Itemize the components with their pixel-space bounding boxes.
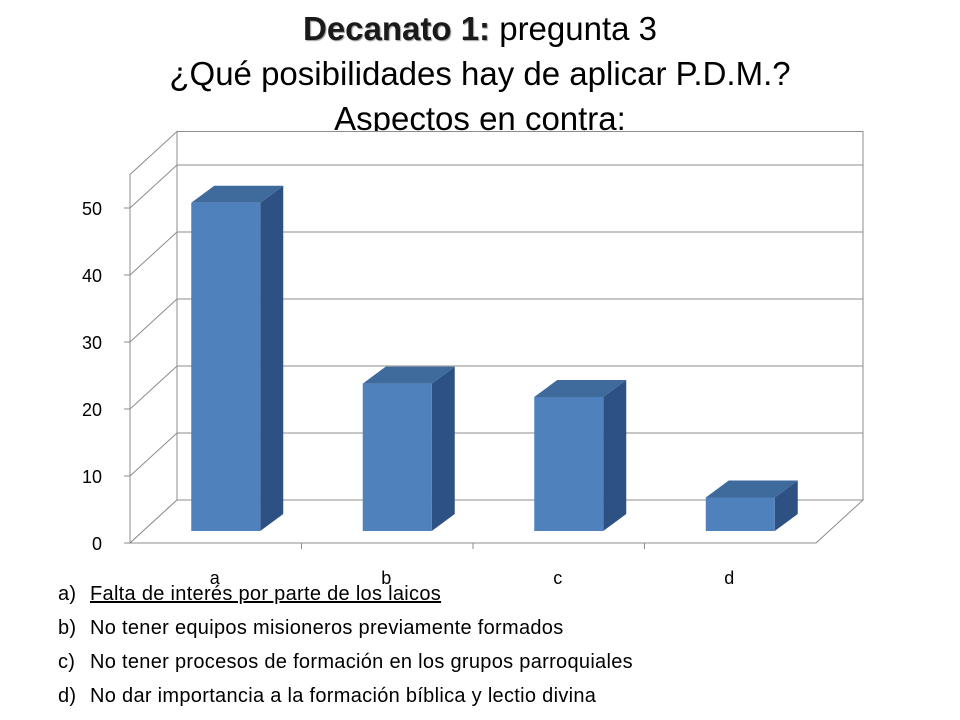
legend-text: No dar importancia a la formación bíblic… <box>90 685 597 707</box>
legend-item: c) No tener procesos de formación en los … <box>58 645 633 679</box>
x-tick-label: c <box>553 568 562 588</box>
legend-item: d) No dar importancia a la formación bíbl… <box>58 679 633 713</box>
y-tick-label: 30 <box>82 333 102 353</box>
gridline <box>129 432 863 477</box>
bar-side <box>431 366 455 531</box>
bar-top <box>191 185 284 203</box>
title-line-2: ¿Qué posibilidades hay de aplicar P.D.M.… <box>169 55 791 92</box>
chart-title: Decanato 1: pregunta 3 ¿Qué posibilidade… <box>0 6 960 141</box>
legend-key: d) <box>58 685 77 707</box>
legend-key: c) <box>58 651 76 673</box>
y-tick-label: 20 <box>82 400 102 420</box>
title-line-3: Aspectos en contra: <box>334 100 626 137</box>
title-rest: pregunta 3 <box>490 10 658 47</box>
bar-side <box>260 185 284 531</box>
y-tick-label: 50 <box>82 199 102 219</box>
x-tick-label: d <box>724 568 734 588</box>
gridline <box>129 365 863 410</box>
legend-text: Falta de interés por parte de los laicos <box>90 583 442 605</box>
legend-item: a) Falta de interés por parte de los laic… <box>58 577 633 611</box>
bar-side <box>774 480 798 531</box>
bar <box>191 202 261 531</box>
x-tick-label: b <box>381 568 391 588</box>
bar <box>362 383 432 531</box>
side-wall <box>129 130 178 545</box>
bar <box>705 497 775 531</box>
bar-top <box>362 366 455 384</box>
title-bold: Decanato 1: <box>302 10 491 47</box>
bar <box>534 397 604 531</box>
y-tick-label: 10 <box>82 467 102 487</box>
y-tick-label: 40 <box>82 266 102 286</box>
x-tick-label: a <box>210 568 221 588</box>
back-wall <box>176 131 864 501</box>
legend-item: b) No tener equipos misioneros previament… <box>58 611 633 645</box>
title-line-1: Decanato 1: pregunta 3 <box>0 6 960 51</box>
gridline <box>129 298 863 343</box>
legend-key: a) <box>58 583 77 605</box>
y-tick-label: 0 <box>92 534 102 554</box>
legend-key: b) <box>58 617 77 639</box>
bar-top <box>534 380 627 397</box>
legend-text: No tener equipos misioneros previamente … <box>90 617 564 639</box>
gridline <box>129 164 863 209</box>
legend-text: No tener procesos de formación en los gr… <box>90 651 633 673</box>
gridline <box>129 231 863 276</box>
bar-side <box>603 380 627 531</box>
legend: a) Falta de interés por parte de los laic… <box>58 577 633 713</box>
bar-top <box>705 480 798 498</box>
